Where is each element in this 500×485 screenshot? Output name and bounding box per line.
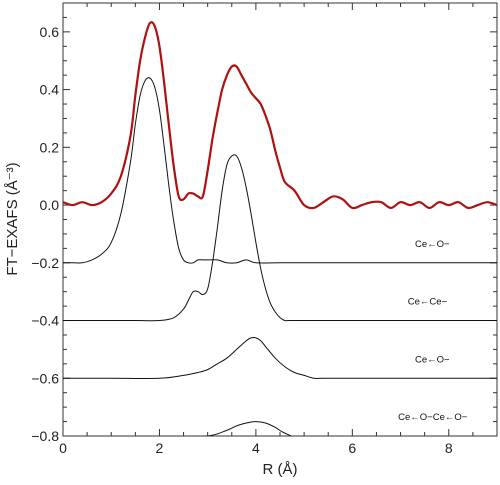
y-tick-label: 0.2 xyxy=(40,139,60,155)
y-tick-label: −0.6 xyxy=(31,370,59,386)
curve-label-1: Ce←O− xyxy=(415,239,450,250)
y-tick-label: −0.8 xyxy=(31,428,59,444)
y-tick-label: 0.6 xyxy=(40,24,60,40)
y-tick-label: 0.4 xyxy=(40,82,60,98)
series-line-path-3 xyxy=(63,336,497,379)
curve-label-2: Ce←Ce− xyxy=(408,297,448,308)
series-line-path-2 xyxy=(63,154,497,322)
x-tick-label: 0 xyxy=(59,440,67,456)
y-tick-label: 0.0 xyxy=(40,197,60,213)
series-line-path-1 xyxy=(63,77,497,264)
y-axis-title: FT−EXAFS (Å⁻³) xyxy=(4,162,21,275)
curve-labels: Ce←O−Ce←Ce−Ce←O−Ce←O−Ce←O− xyxy=(398,239,468,423)
x-axis-title: R (Å) xyxy=(263,461,298,478)
x-tick-label: 6 xyxy=(348,440,356,456)
y-tick-label: −0.4 xyxy=(31,313,59,329)
y-tick-label: −0.2 xyxy=(31,255,59,271)
axis-ticks: 0 2 4 6 8 −0.8 −0.6 −0.4 −0.2 0.0 0.2 0.4 0.6 xyxy=(31,2,498,456)
series-line-path-4 xyxy=(203,421,293,436)
x-tick-label: 4 xyxy=(252,440,260,456)
curve-label-4: Ce←O−Ce←O− xyxy=(398,412,468,423)
series-group xyxy=(63,21,497,436)
curve-label-3: Ce←O− xyxy=(415,354,450,365)
plot-frame xyxy=(62,2,498,437)
x-tick-label: 2 xyxy=(156,440,164,456)
x-tick-label: 8 xyxy=(445,440,453,456)
series-line-ft-exafs xyxy=(63,21,497,210)
